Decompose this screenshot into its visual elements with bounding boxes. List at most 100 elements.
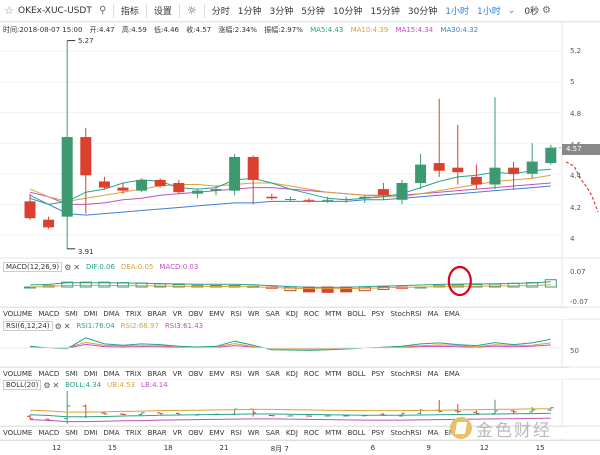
interval-timeline[interactable]: 分时	[211, 7, 230, 17]
boll-header: BOLL(20) ⚙ ✕ BOLL:4.34 UB:4.53 LB:4.14	[3, 380, 174, 390]
tab-mtm[interactable]: MTM	[325, 309, 342, 318]
tab-dma[interactable]: DMA	[103, 428, 120, 437]
candle-body	[470, 176, 482, 185]
tab-mtm[interactable]: MTM	[325, 369, 342, 378]
interval-1m[interactable]: 1分钟	[237, 7, 262, 17]
tab-wr[interactable]: WR	[247, 369, 260, 378]
tab-dmi[interactable]: DMI	[83, 369, 98, 378]
tab-rsi[interactable]: RSI	[230, 428, 242, 437]
tab-emv[interactable]: EMV	[209, 309, 225, 318]
rsi-tick: 50	[570, 347, 579, 355]
tab-boll[interactable]: BOLL	[347, 369, 366, 378]
indicator-tabs: VOLUME MACD SMI DMI DMA TRIX BRAR VR OBV EMV RSI WR…	[0, 426, 570, 438]
macd-name[interactable]: MACD(12,26,9)	[3, 262, 63, 272]
tab-macd[interactable]: MACD	[38, 428, 60, 437]
rsi-name[interactable]: RSI(6,12,24)	[3, 321, 53, 331]
tab-psy[interactable]: PSY	[371, 369, 385, 378]
indicator-button[interactable]: 指标	[120, 7, 139, 17]
tab-emv[interactable]: EMV	[209, 369, 225, 378]
tab-ma[interactable]: MA	[427, 309, 439, 318]
interval-3m[interactable]: 3分钟	[269, 7, 294, 17]
interval-1h[interactable]: 1小时	[445, 7, 470, 17]
tab-psy[interactable]: PSY	[371, 428, 385, 437]
info-time: 时间:2018-08-07 15:00	[3, 26, 83, 34]
tab-dma[interactable]: DMA	[103, 309, 120, 318]
tab-trix[interactable]: TRIX	[125, 369, 142, 378]
tab-vr[interactable]: VR	[172, 428, 183, 437]
time-axis: 12 15 18 21 8月 7 6 9 12 15	[0, 440, 600, 455]
tab-sar[interactable]: SAR	[265, 309, 280, 318]
tab-dmi[interactable]: DMI	[83, 428, 98, 437]
gear-icon[interactable]: ⚙	[64, 262, 72, 272]
boll-name[interactable]: BOLL(20)	[3, 380, 42, 390]
tab-obv[interactable]: OBV	[188, 428, 204, 437]
close-icon[interactable]: ✕	[73, 262, 81, 272]
tab-smi[interactable]: SMI	[65, 428, 78, 437]
chevron-down-icon[interactable]: ⌄	[507, 5, 516, 16]
tab-volume[interactable]: VOLUME	[3, 369, 33, 378]
tab-ema[interactable]: EMA	[444, 309, 460, 318]
tab-psy[interactable]: PSY	[371, 309, 385, 318]
tab-obv[interactable]: OBV	[188, 369, 204, 378]
symbol-label[interactable]: OKEx-XUC-USDT	[18, 5, 92, 16]
interval-10m[interactable]: 10分钟	[332, 7, 363, 17]
tab-wr[interactable]: WR	[247, 428, 260, 437]
close-icon[interactable]: ✕	[63, 321, 71, 331]
tab-ma[interactable]: MA	[427, 369, 439, 378]
tab-sar[interactable]: SAR	[265, 428, 280, 437]
tab-boll[interactable]: BOLL	[347, 309, 366, 318]
tab-stochrsi[interactable]: StochRSI	[390, 428, 422, 437]
search-icon[interactable]: ⚲	[99, 5, 107, 16]
interval-15m[interactable]: 15分钟	[370, 7, 400, 17]
tab-kdj[interactable]: KDJ	[285, 428, 298, 437]
tab-wr[interactable]: WR	[247, 309, 260, 318]
tab-smi[interactable]: SMI	[65, 309, 78, 318]
tab-brar[interactable]: BRAR	[147, 309, 167, 318]
close-icon[interactable]: ✕	[52, 380, 60, 390]
tab-boll[interactable]: BOLL	[347, 428, 366, 437]
gear-icon[interactable]: ⚙	[54, 321, 62, 331]
tab-sar[interactable]: SAR	[265, 369, 280, 378]
candle	[43, 216, 55, 229]
interval-30m[interactable]: 30分钟	[407, 7, 438, 17]
tab-dma[interactable]: DMA	[103, 369, 120, 378]
tab-volume[interactable]: VOLUME	[3, 428, 33, 437]
star-icon[interactable]: ☆	[4, 4, 14, 17]
macd-header: MACD(12,26,9) ⚙ ✕ DIF:0.06 DEA:0.05 MACD…	[3, 262, 204, 272]
tab-smi[interactable]: SMI	[65, 369, 78, 378]
price-tick: 4.8	[570, 110, 582, 118]
tab-brar[interactable]: BRAR	[147, 428, 167, 437]
tab-kdj[interactable]: KDJ	[285, 369, 298, 378]
interval-5m[interactable]: 5分钟	[301, 7, 325, 17]
tab-roc[interactable]: ROC	[303, 428, 320, 437]
tab-rsi[interactable]: RSI	[230, 309, 242, 318]
candle-body	[284, 199, 296, 201]
tab-macd[interactable]: MACD	[38, 309, 60, 318]
tab-kdj[interactable]: KDJ	[285, 309, 298, 318]
sun-icon[interactable]: ☼	[186, 4, 197, 17]
tab-macd[interactable]: MACD	[38, 369, 60, 378]
macd-dea: DEA:0.05	[120, 263, 154, 271]
interval-dropdown[interactable]: 1小时	[477, 7, 501, 17]
tab-ma[interactable]: MA	[427, 428, 439, 437]
tab-dmi[interactable]: DMI	[83, 309, 98, 318]
settings-button[interactable]: 设置	[153, 7, 172, 17]
tab-vr[interactable]: VR	[172, 369, 183, 378]
gear-icon[interactable]: ⚙	[542, 5, 552, 16]
tab-stochrsi[interactable]: StochRSI	[390, 369, 422, 378]
tab-rsi[interactable]: RSI	[230, 369, 242, 378]
tab-brar[interactable]: BRAR	[147, 369, 167, 378]
tab-roc[interactable]: ROC	[303, 369, 320, 378]
tab-trix[interactable]: TRIX	[125, 428, 142, 437]
tab-vr[interactable]: VR	[172, 309, 183, 318]
tab-volume[interactable]: VOLUME	[3, 309, 33, 318]
boll-mid: BOLL:4.34	[65, 381, 102, 389]
tab-emv[interactable]: EMV	[209, 428, 225, 437]
tab-trix[interactable]: TRIX	[125, 309, 142, 318]
tab-stochrsi[interactable]: StochRSI	[390, 309, 422, 318]
gear-icon[interactable]: ⚙	[43, 380, 51, 390]
tab-mtm[interactable]: MTM	[325, 428, 342, 437]
tab-obv[interactable]: OBV	[188, 309, 204, 318]
tab-roc[interactable]: ROC	[303, 309, 320, 318]
tab-ema[interactable]: EMA	[444, 369, 460, 378]
